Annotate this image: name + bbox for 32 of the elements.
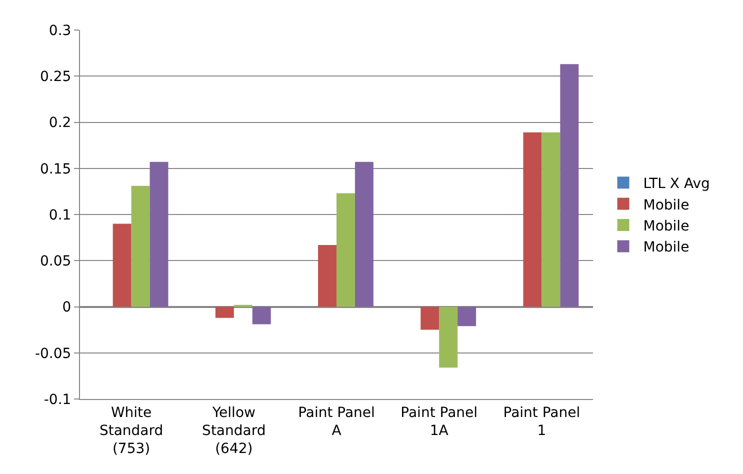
y-tick-label: 0.2 bbox=[48, 115, 72, 132]
y-tick-label: 0.1 bbox=[48, 207, 72, 224]
y-tick-label: -0.1 bbox=[44, 392, 72, 408]
bar bbox=[336, 193, 355, 307]
x-tick-label: Paint Panel 1A bbox=[400, 404, 478, 439]
legend-label: Mobile bbox=[643, 218, 690, 234]
bar bbox=[150, 162, 168, 307]
x-tick-label: White Standard (753) bbox=[99, 404, 164, 458]
bar bbox=[215, 306, 234, 318]
bar bbox=[439, 306, 458, 368]
x-tick-label: Paint Panel 1 bbox=[503, 404, 580, 439]
y-tick-label: 0.15 bbox=[40, 161, 72, 178]
bar bbox=[354, 162, 374, 307]
legend-label: Mobile bbox=[643, 197, 690, 214]
bar bbox=[131, 186, 150, 307]
y-tick-label: 0.05 bbox=[40, 254, 72, 270]
x-tick-label: Yellow Standard (642) bbox=[202, 404, 266, 458]
bar bbox=[112, 224, 132, 307]
y-tick-label: 0.25 bbox=[40, 69, 72, 86]
y-tick-label: 0.3 bbox=[48, 22, 72, 39]
bar bbox=[420, 306, 440, 330]
bar bbox=[542, 132, 560, 307]
bar bbox=[523, 132, 542, 307]
x-tick-label: Paint Panel A bbox=[298, 404, 375, 439]
bar bbox=[560, 64, 579, 307]
bar bbox=[318, 244, 336, 307]
bar bbox=[458, 306, 476, 326]
y-tick-label: 0 bbox=[62, 300, 72, 316]
y-tick-label: -0.05 bbox=[34, 346, 72, 362]
legend-label: Mobile bbox=[643, 240, 690, 256]
legend-label: LTL X Avg bbox=[643, 176, 710, 192]
bar bbox=[252, 306, 271, 324]
